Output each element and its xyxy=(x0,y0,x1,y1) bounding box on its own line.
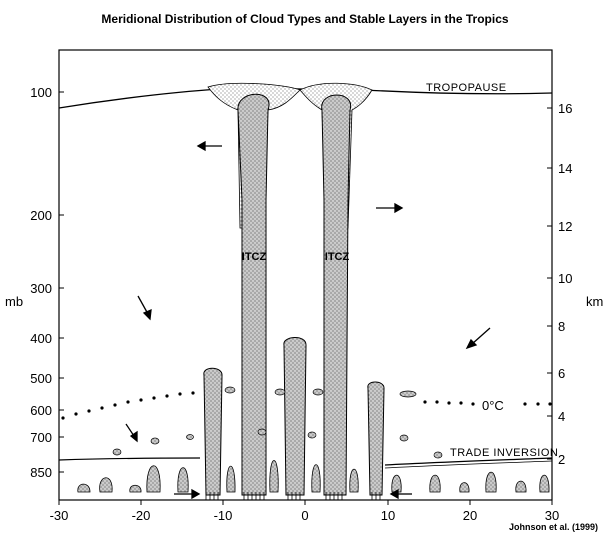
freezing-level-line xyxy=(61,391,552,420)
height-tick-label: 16 xyxy=(558,101,572,116)
itcz-label-right: ITCZ xyxy=(325,251,350,263)
cloud-puffs xyxy=(112,386,443,459)
plot-frame xyxy=(58,49,553,501)
pressure-tick-label: 400 xyxy=(30,331,52,346)
trade-inversion-line xyxy=(384,457,553,466)
pressure-tick-label: 850 xyxy=(30,465,52,480)
itcz-label-left: ITCZ xyxy=(242,251,267,263)
x-tick-label: 20 xyxy=(463,508,477,523)
height-axis-label: km xyxy=(586,294,603,309)
pressure-axis-label: mb xyxy=(5,294,23,309)
congestus-tower xyxy=(367,381,385,496)
height-tick-label: 2 xyxy=(558,452,565,467)
height-tick-label: 14 xyxy=(558,161,572,176)
itcz-tower-left xyxy=(237,93,270,496)
surface-flux-ticks xyxy=(205,492,381,500)
freezing-level-label: 0°C xyxy=(482,398,504,413)
shallow-cumulus-group xyxy=(77,460,550,493)
x-tick-label: 30 xyxy=(545,508,559,523)
pressure-tick-label: 100 xyxy=(30,85,52,100)
pressure-tick-label: 500 xyxy=(30,371,52,386)
trade-inversion-label: TRADE INVERSION xyxy=(450,447,558,459)
height-axis xyxy=(547,107,552,460)
itcz-tower-right xyxy=(321,94,351,496)
pressure-tick-label: 300 xyxy=(30,281,52,296)
pressure-axis xyxy=(59,91,64,473)
x-tick-label: -10 xyxy=(214,508,233,523)
x-tick-label: -20 xyxy=(132,508,151,523)
congestus-tower xyxy=(203,367,223,496)
height-tick-label: 4 xyxy=(558,409,565,424)
tropopause-label: TROPOPAUSE xyxy=(426,82,507,94)
height-tick-label: 6 xyxy=(558,366,565,381)
circulation-arrows xyxy=(125,140,491,500)
x-tick-label: 10 xyxy=(381,508,395,523)
height-tick-label: 12 xyxy=(558,219,572,234)
trade-inversion-line xyxy=(58,457,201,461)
height-tick-label: 8 xyxy=(558,319,565,334)
congestus-tower xyxy=(283,337,307,496)
source-credit: Johnson et al. (1999) xyxy=(509,522,598,532)
x-tick-label: -30 xyxy=(50,508,69,523)
trade-inversion-line xyxy=(384,460,553,469)
height-tick-label: 10 xyxy=(558,271,572,286)
pressure-tick-label: 700 xyxy=(30,430,52,445)
pressure-tick-label: 600 xyxy=(30,403,52,418)
x-tick-label: 0 xyxy=(301,508,308,523)
x-axis xyxy=(58,500,553,505)
figure-title: Meridional Distribution of Cloud Types a… xyxy=(101,12,509,26)
pressure-tick-label: 200 xyxy=(30,208,52,223)
